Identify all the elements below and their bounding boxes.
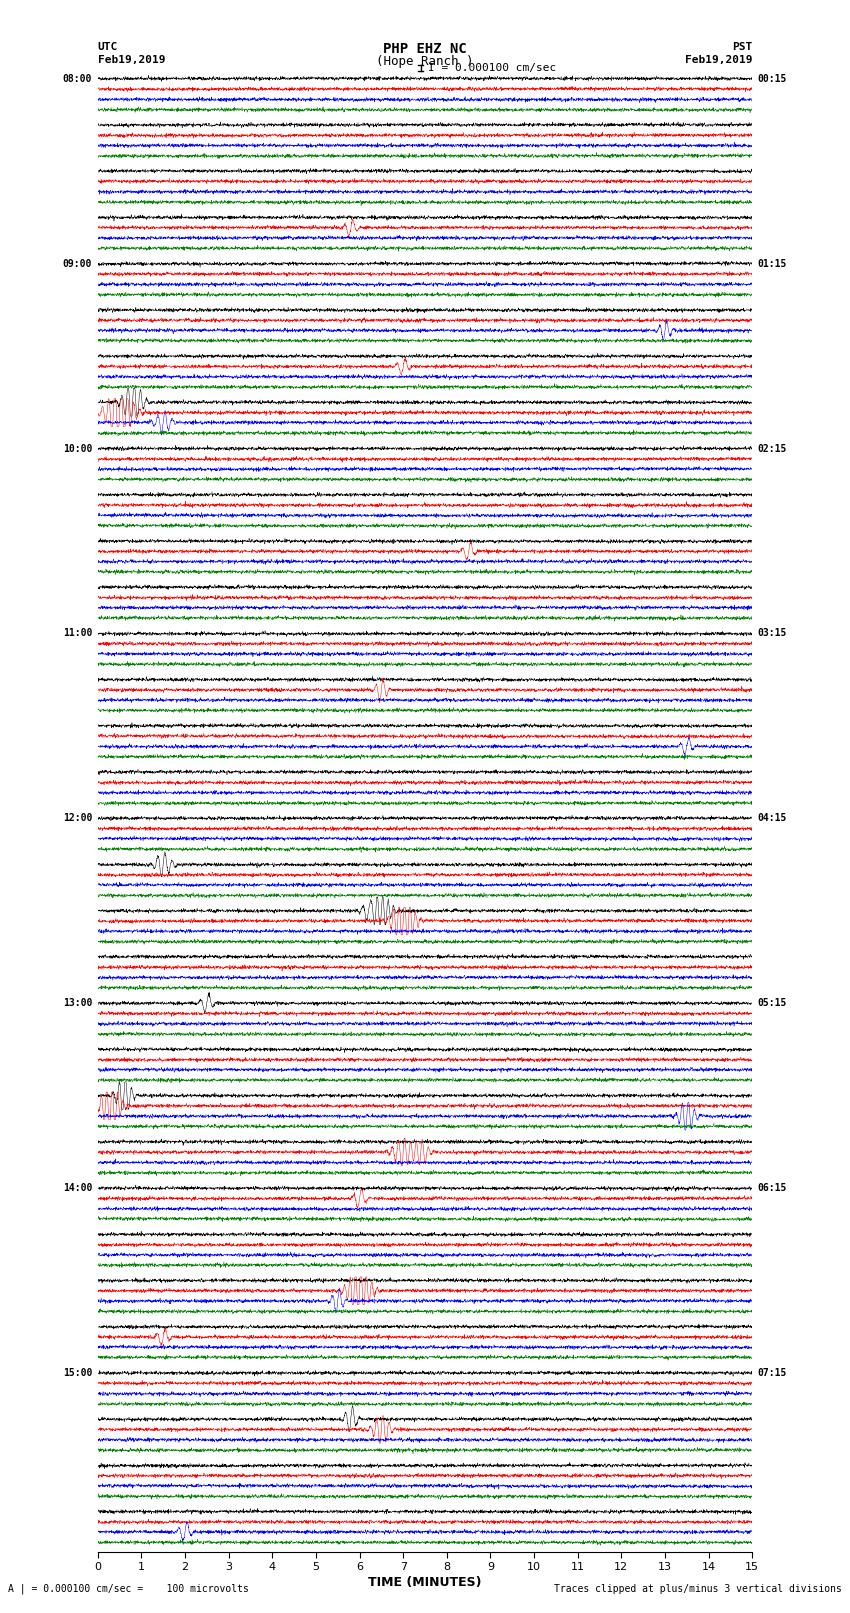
- Text: 10:00: 10:00: [63, 444, 92, 453]
- Text: 03:15: 03:15: [758, 629, 787, 639]
- Text: I = 0.000100 cm/sec: I = 0.000100 cm/sec: [428, 63, 556, 73]
- Text: Feb19,2019: Feb19,2019: [685, 55, 752, 65]
- Text: 15:00: 15:00: [63, 1368, 92, 1378]
- Text: PST: PST: [732, 42, 752, 52]
- Text: 00:15: 00:15: [758, 74, 787, 84]
- Text: UTC: UTC: [98, 42, 118, 52]
- Text: 06:15: 06:15: [758, 1182, 787, 1194]
- Text: Traces clipped at plus/minus 3 vertical divisions: Traces clipped at plus/minus 3 vertical …: [553, 1584, 842, 1594]
- Text: Feb19,2019: Feb19,2019: [98, 55, 165, 65]
- Text: 14:00: 14:00: [63, 1182, 92, 1194]
- Text: A | = 0.000100 cm/sec =    100 microvolts: A | = 0.000100 cm/sec = 100 microvolts: [8, 1582, 249, 1594]
- Text: 09:00: 09:00: [63, 258, 92, 269]
- X-axis label: TIME (MINUTES): TIME (MINUTES): [368, 1576, 482, 1589]
- Text: 02:15: 02:15: [758, 444, 787, 453]
- Text: 05:15: 05:15: [758, 998, 787, 1008]
- Text: 11:00: 11:00: [63, 629, 92, 639]
- Text: (Hope Ranch ): (Hope Ranch ): [377, 55, 473, 68]
- Text: PHP EHZ NC: PHP EHZ NC: [383, 42, 467, 56]
- Text: 12:00: 12:00: [63, 813, 92, 823]
- Text: 04:15: 04:15: [758, 813, 787, 823]
- Text: 01:15: 01:15: [758, 258, 787, 269]
- Text: 07:15: 07:15: [758, 1368, 787, 1378]
- Text: 08:00: 08:00: [63, 74, 92, 84]
- Text: 13:00: 13:00: [63, 998, 92, 1008]
